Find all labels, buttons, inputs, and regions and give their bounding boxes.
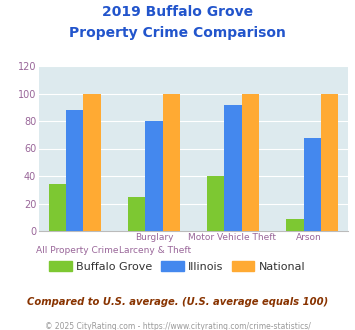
Bar — [49, 184, 66, 231]
Bar — [224, 105, 242, 231]
Text: Arson: Arson — [296, 233, 322, 242]
Text: Compared to U.S. average. (U.S. average equals 100): Compared to U.S. average. (U.S. average … — [27, 297, 328, 307]
Bar — [66, 110, 83, 231]
Bar — [242, 93, 259, 231]
Bar — [128, 197, 145, 231]
Text: Larceny & Theft: Larceny & Theft — [119, 246, 191, 255]
Text: All Property Crime: All Property Crime — [37, 246, 119, 255]
Text: © 2025 CityRating.com - https://www.cityrating.com/crime-statistics/: © 2025 CityRating.com - https://www.city… — [45, 322, 310, 330]
Bar — [163, 93, 180, 231]
Bar — [145, 121, 163, 231]
Text: 2019 Buffalo Grove: 2019 Buffalo Grove — [102, 5, 253, 19]
Bar — [304, 138, 321, 231]
Bar — [83, 93, 101, 231]
Bar — [286, 218, 304, 231]
Bar — [321, 93, 338, 231]
Text: Motor Vehicle Theft: Motor Vehicle Theft — [188, 233, 276, 242]
Text: Burglary: Burglary — [136, 233, 174, 242]
Bar — [207, 176, 224, 231]
Text: Property Crime Comparison: Property Crime Comparison — [69, 26, 286, 40]
Legend: Buffalo Grove, Illinois, National: Buffalo Grove, Illinois, National — [45, 257, 310, 277]
